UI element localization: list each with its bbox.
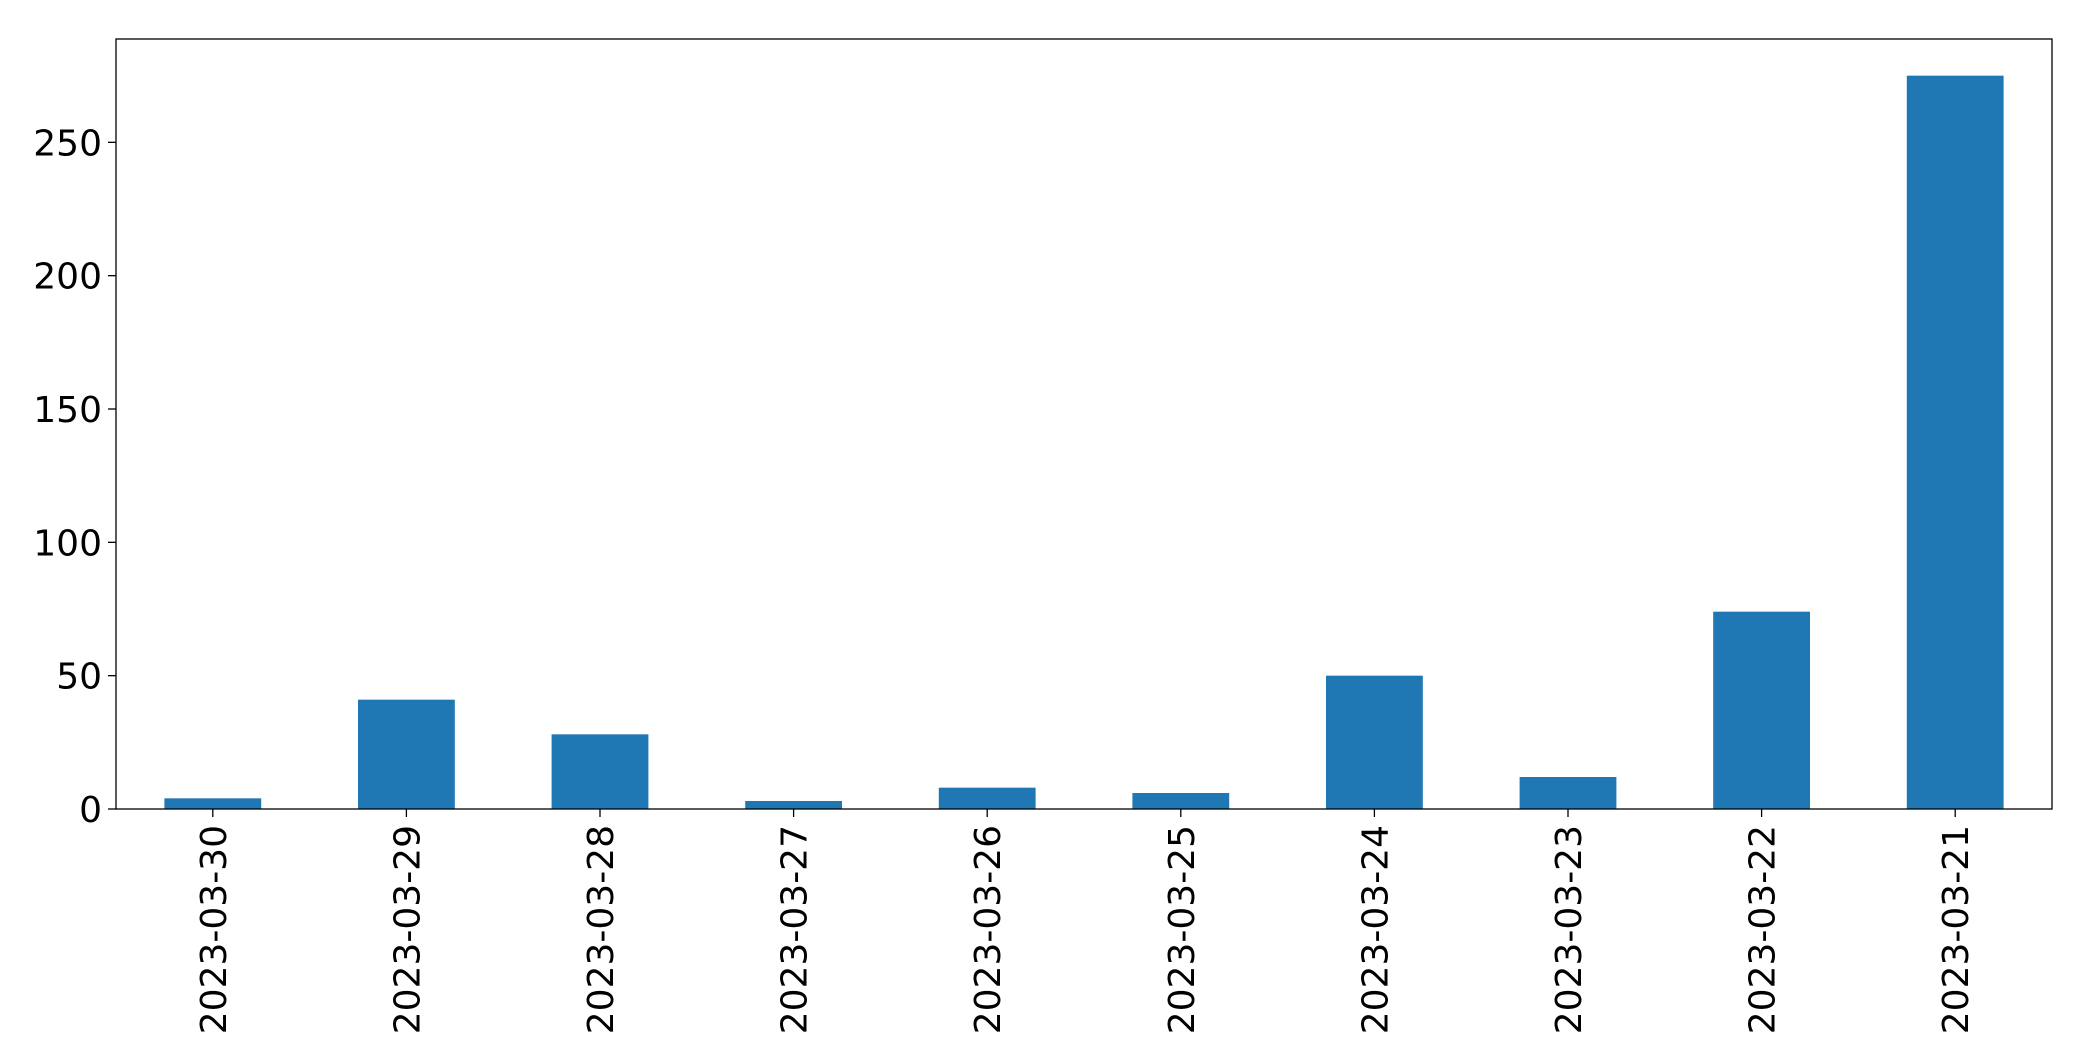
x-tick-label: 2023-03-24: [1355, 825, 1396, 1034]
bar: [745, 801, 842, 809]
x-tick-label: 2023-03-22: [1743, 825, 1784, 1034]
bar: [358, 699, 455, 809]
x-tick-label: 2023-03-25: [1162, 825, 1203, 1034]
bar: [164, 798, 262, 809]
x-tick-label: 2023-03-23: [1549, 825, 1590, 1034]
bar: [1326, 675, 1423, 809]
y-tick-label: 150: [33, 390, 102, 431]
x-tick-label: 2023-03-30: [194, 825, 235, 1034]
y-tick-label: 0: [79, 790, 102, 831]
x-tick-label: 2023-03-26: [968, 825, 1009, 1034]
y-tick-label: 100: [33, 523, 102, 564]
x-tick-label: 2023-03-21: [1936, 825, 1977, 1034]
x-tick-label: 2023-03-27: [775, 825, 816, 1034]
bar: [938, 787, 1036, 809]
y-tick-label: 250: [33, 123, 102, 164]
bar: [1132, 793, 1230, 809]
bar: [1713, 611, 1810, 809]
x-tick-label: 2023-03-29: [387, 825, 428, 1034]
bar: [1906, 75, 2004, 809]
y-tick-label: 200: [33, 257, 102, 298]
bar: [1519, 777, 1617, 809]
bar: [551, 734, 649, 809]
plot-frame: [115, 38, 2053, 810]
y-tick-label: 50: [56, 657, 102, 698]
x-tick-label: 2023-03-28: [581, 825, 622, 1034]
